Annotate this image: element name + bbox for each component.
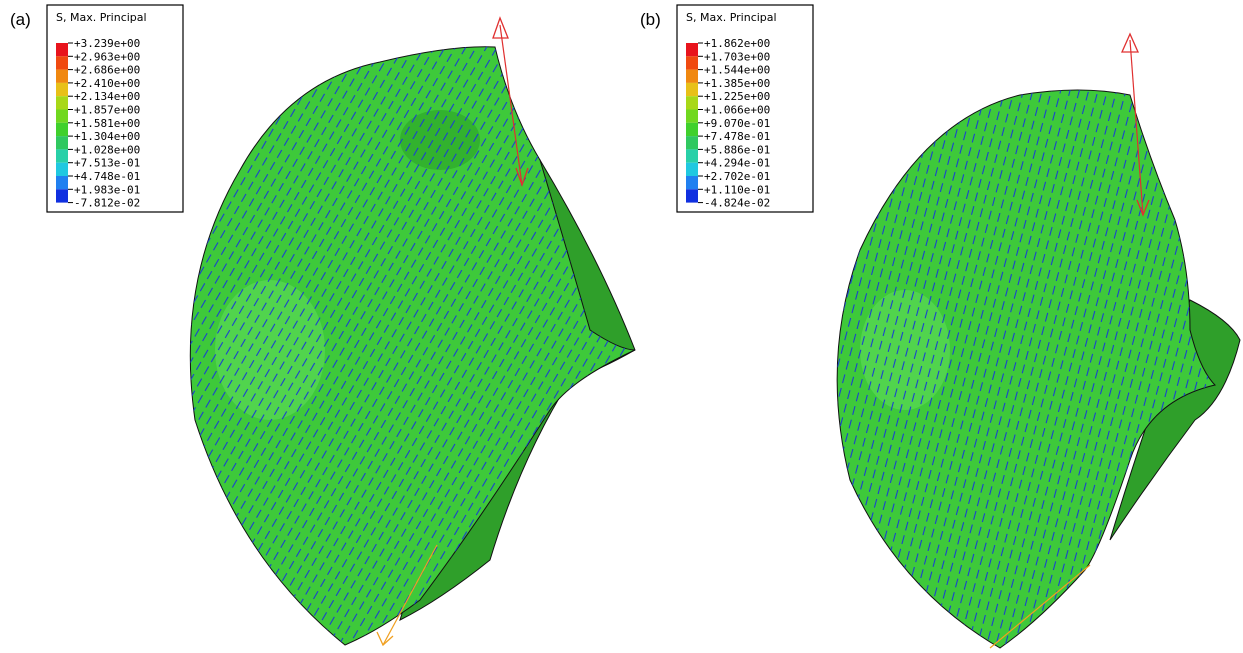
legend-label: +2.410e+00 — [74, 77, 140, 90]
legend-label: +1.304e+00 — [74, 130, 140, 143]
legend-label: +1.862e+00 — [704, 37, 770, 50]
legend-label: +2.963e+00 — [74, 50, 140, 63]
legend-label: +2.134e+00 — [74, 90, 140, 103]
legend-label: +1.703e+00 — [704, 50, 770, 63]
legend-label: +1.385e+00 — [704, 77, 770, 90]
legend-swatch — [686, 189, 698, 202]
legend-label: +1.983e-01 — [74, 183, 140, 196]
legend-label: +1.544e+00 — [704, 64, 770, 77]
legend-swatch — [686, 43, 698, 56]
legend-label: +1.857e+00 — [74, 104, 140, 117]
legend-label: +1.581e+00 — [74, 117, 140, 130]
legend-swatch — [56, 136, 68, 149]
legend-label: -4.824e-02 — [704, 197, 770, 210]
legend-swatch — [56, 176, 68, 189]
figure: (a) (b) S, Max. Principal +3.239e+00+2.96… — [0, 0, 1243, 653]
legend-title: S, Max. Principal — [686, 11, 777, 24]
figure-canvas: (a) (b) S, Max. Principal +3.239e+00+2.96… — [0, 0, 1243, 653]
legend-swatch — [56, 163, 68, 176]
legend-title: S, Max. Principal — [56, 11, 147, 24]
legend-label: +7.478e-01 — [704, 130, 770, 143]
legend-swatch — [56, 83, 68, 96]
legend-swatch — [686, 136, 698, 149]
legend-swatch — [686, 149, 698, 162]
legend-swatch — [686, 123, 698, 136]
legend-swatch — [56, 70, 68, 83]
panel-label: (a) — [10, 10, 31, 29]
legend-label: +1.028e+00 — [74, 143, 140, 156]
legend-label: +4.294e-01 — [704, 157, 770, 170]
legend-swatch — [56, 110, 68, 123]
legend-label: +1.110e-01 — [704, 183, 770, 196]
legend-label: +1.066e+00 — [704, 104, 770, 117]
model-a — [190, 18, 635, 645]
legend-swatch — [686, 163, 698, 176]
legend-swatch — [686, 176, 698, 189]
legend-swatch — [56, 123, 68, 136]
legend-swatch — [686, 70, 698, 83]
legend-label: +2.702e-01 — [704, 170, 770, 183]
legend-swatch — [686, 56, 698, 69]
legend-label: +9.070e-01 — [704, 117, 770, 130]
legend-label: +4.748e-01 — [74, 170, 140, 183]
legend-swatch — [56, 96, 68, 109]
panel-label: (b) — [640, 10, 661, 29]
legend-label: +7.513e-01 — [74, 157, 140, 170]
legend-label: +2.686e+00 — [74, 64, 140, 77]
legend-swatch — [686, 96, 698, 109]
legend-label: +1.225e+00 — [704, 90, 770, 103]
legend-swatch — [686, 83, 698, 96]
legend-swatch — [56, 56, 68, 69]
legend-swatch — [56, 149, 68, 162]
legend-swatch — [56, 189, 68, 202]
legend-label: +5.886e-01 — [704, 143, 770, 156]
legend-swatch — [686, 110, 698, 123]
legend-label: -7.812e-02 — [74, 197, 140, 210]
model-b — [837, 34, 1240, 648]
legend-label: +3.239e+00 — [74, 37, 140, 50]
legend-swatch — [56, 43, 68, 56]
